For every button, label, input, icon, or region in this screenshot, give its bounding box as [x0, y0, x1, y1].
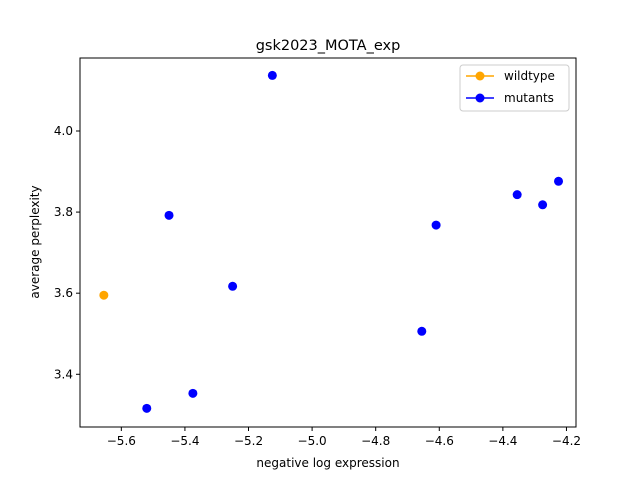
x-axis-label: negative log expression — [256, 456, 399, 470]
mutants-point — [142, 403, 152, 413]
plot-frame — [79, 57, 577, 428]
mutants-point — [554, 176, 564, 186]
x-tick-label: −5.4 — [170, 434, 199, 448]
y-axis: 3.4 3.6 3.8 4.0 — [54, 124, 80, 381]
y-tick-label: 3.8 — [54, 205, 73, 219]
mutants-point — [164, 210, 174, 220]
x-tick-label: −4.6 — [425, 434, 454, 448]
y-tick-label: 3.6 — [54, 286, 73, 300]
mutants-point — [417, 326, 427, 336]
mutants-point — [228, 281, 238, 291]
x-tick-label: −4.4 — [488, 434, 517, 448]
y-tick-label: 3.4 — [54, 367, 73, 381]
x-tick-label: −4.2 — [552, 434, 581, 448]
wildtype-legend-marker — [475, 71, 485, 81]
mutants-legend-marker — [475, 93, 485, 103]
chart-title: gsk2023_MOTA_exp — [256, 38, 401, 54]
wildtype-point — [99, 290, 109, 300]
legend: wildtype mutants — [459, 64, 570, 112]
y-tick-label: 4.0 — [54, 124, 73, 138]
mutants-point — [188, 388, 198, 398]
data-points — [99, 70, 564, 413]
x-tick-label: −5.0 — [298, 434, 327, 448]
x-tick-label: −5.2 — [234, 434, 263, 448]
wildtype-legend-label: wildtype — [504, 69, 555, 83]
y-axis-label: average perplexity — [28, 185, 42, 298]
plot-area — [79, 57, 577, 428]
x-tick-label: −5.6 — [107, 434, 136, 448]
mutants-legend-label: mutants — [504, 91, 554, 105]
mutants-point — [267, 70, 277, 80]
x-tick-label: −4.8 — [361, 434, 390, 448]
mutants-point — [538, 200, 548, 210]
mutants-point — [512, 190, 522, 200]
x-axis: −5.6 −5.4 −5.2 −5.0 −4.8 −4.6 −4.4 −4.2 — [107, 427, 581, 448]
mutants-point — [431, 220, 441, 230]
